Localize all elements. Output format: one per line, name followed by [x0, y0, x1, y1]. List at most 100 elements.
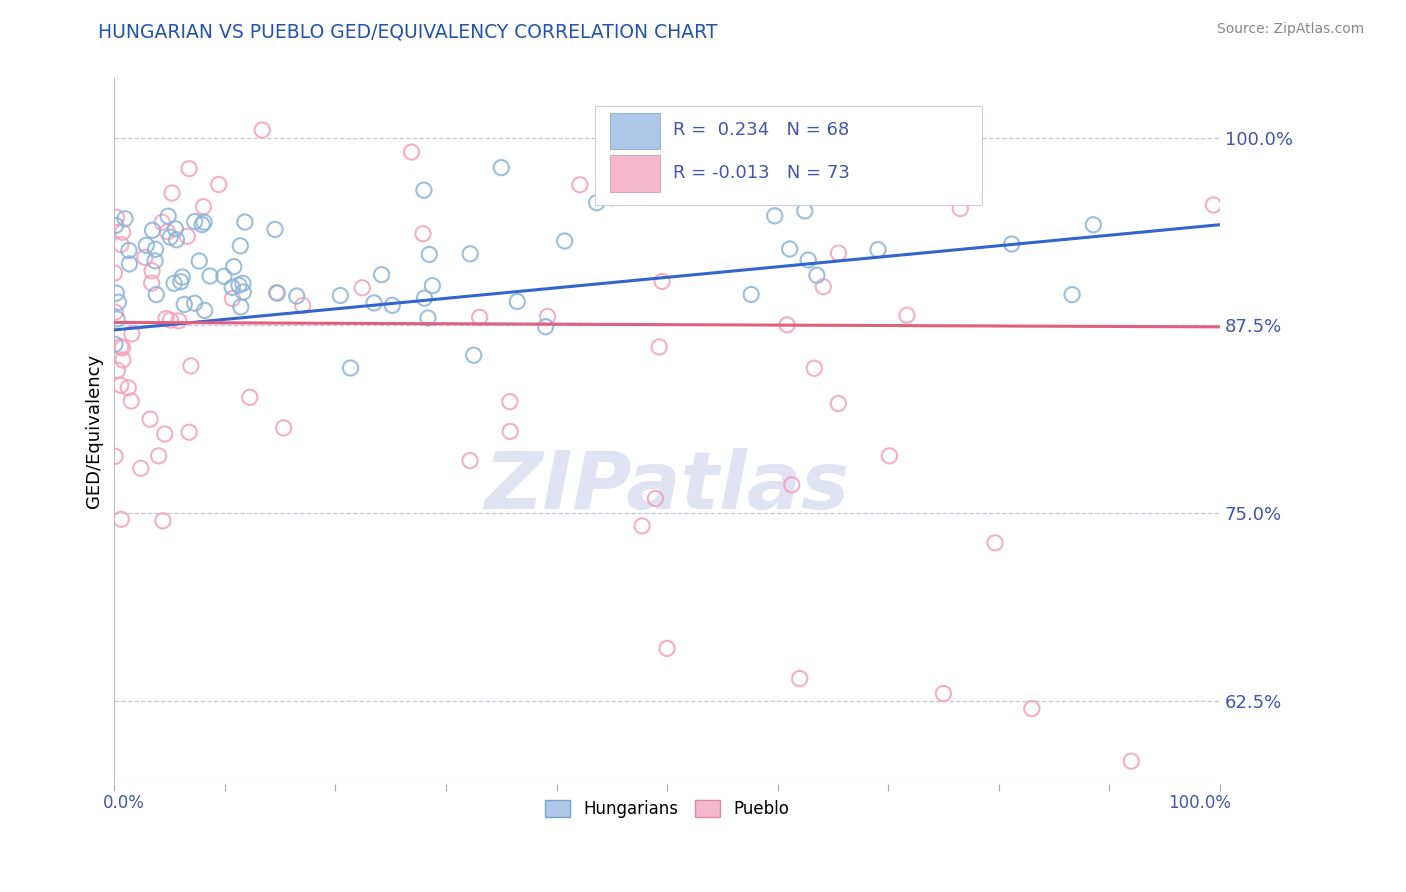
Point — [285, 289, 308, 303]
Point — [418, 247, 440, 261]
Legend: Hungarians, Pueblo: Hungarians, Pueblo — [538, 793, 796, 825]
Text: 0.0%: 0.0% — [104, 795, 145, 813]
Point — [789, 672, 811, 686]
Point — [107, 295, 129, 310]
Point — [111, 341, 134, 355]
Point — [172, 270, 194, 285]
Point — [120, 394, 142, 409]
Point — [401, 145, 423, 159]
Point — [141, 264, 163, 278]
Point — [194, 303, 217, 318]
Point — [803, 361, 825, 376]
Point — [229, 239, 252, 253]
Point — [232, 277, 254, 291]
Point — [143, 253, 166, 268]
Point — [1121, 754, 1143, 768]
Text: R =  0.234   N = 68: R = 0.234 N = 68 — [672, 121, 849, 139]
Point — [111, 352, 134, 367]
Point — [166, 233, 188, 247]
Point — [180, 359, 202, 373]
Point — [813, 279, 835, 293]
Point — [141, 223, 163, 237]
Point — [198, 268, 221, 283]
Point — [156, 225, 179, 239]
Point — [155, 311, 177, 326]
Point — [148, 449, 170, 463]
Point — [193, 200, 215, 214]
Point — [153, 427, 176, 442]
Point — [273, 421, 295, 435]
Point — [104, 450, 127, 464]
Point — [105, 286, 128, 301]
Text: Source: ZipAtlas.com: Source: ZipAtlas.com — [1216, 22, 1364, 37]
Point — [222, 260, 245, 274]
Point — [103, 266, 125, 280]
Point — [266, 285, 288, 300]
Point — [212, 269, 235, 284]
Point — [631, 519, 654, 533]
Point — [134, 250, 156, 264]
Point — [150, 215, 173, 229]
Point — [121, 326, 143, 341]
Point — [291, 299, 314, 313]
Point — [266, 286, 288, 301]
Point — [232, 285, 254, 299]
Point — [763, 209, 786, 223]
Point — [329, 288, 352, 302]
Point — [491, 161, 513, 175]
Point — [110, 512, 132, 526]
Point — [536, 310, 558, 324]
Point — [159, 313, 181, 327]
Point — [160, 186, 183, 200]
Point — [152, 514, 174, 528]
Point — [118, 257, 141, 271]
Point — [651, 275, 673, 289]
Point — [183, 214, 205, 228]
Point — [250, 123, 273, 137]
Point — [568, 178, 591, 192]
Text: R = -0.013   N = 73: R = -0.013 N = 73 — [672, 164, 849, 182]
Point — [648, 340, 671, 354]
Point — [458, 453, 481, 467]
Point — [176, 229, 198, 244]
FancyBboxPatch shape — [595, 105, 981, 204]
Point — [506, 294, 529, 309]
Point — [129, 461, 152, 475]
Point — [381, 298, 404, 312]
Point — [104, 219, 127, 233]
Point — [352, 281, 374, 295]
Point — [585, 195, 607, 210]
FancyBboxPatch shape — [610, 112, 661, 150]
Point — [458, 247, 481, 261]
Point — [1021, 701, 1043, 715]
Point — [221, 280, 243, 294]
Point — [866, 243, 889, 257]
Point — [412, 227, 434, 241]
Point — [879, 449, 901, 463]
Point — [412, 183, 434, 197]
Point — [145, 287, 167, 301]
Point — [827, 246, 849, 260]
Point — [815, 161, 838, 176]
Point — [188, 254, 211, 268]
Point — [1202, 198, 1225, 212]
Point — [793, 203, 815, 218]
Point — [139, 412, 162, 426]
Point — [233, 215, 256, 229]
Point — [118, 244, 141, 258]
Point — [534, 319, 557, 334]
Point — [554, 234, 576, 248]
Point — [752, 169, 775, 183]
Point — [655, 641, 678, 656]
Point — [806, 268, 828, 283]
Point — [104, 305, 127, 319]
Point — [463, 348, 485, 362]
Point — [111, 225, 134, 239]
Point — [145, 242, 167, 256]
Point — [221, 292, 243, 306]
Point — [600, 191, 623, 205]
Point — [363, 296, 385, 310]
Point — [896, 308, 918, 322]
Point — [779, 242, 801, 256]
Point — [173, 297, 195, 311]
